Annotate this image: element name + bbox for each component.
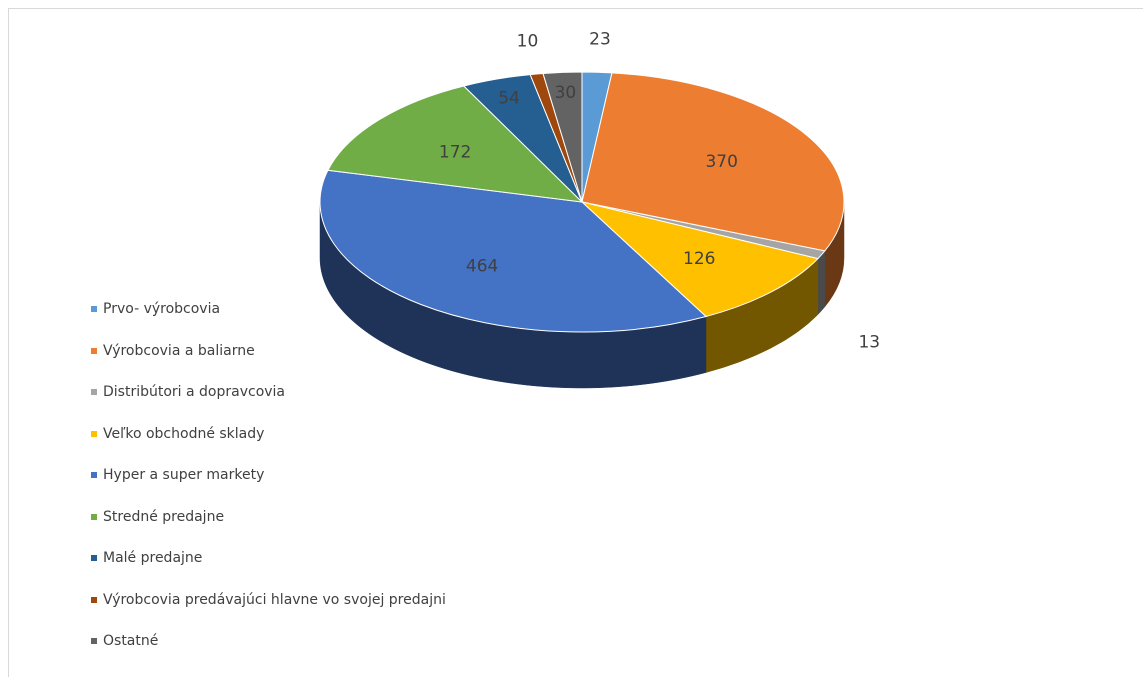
chart-area — [8, 8, 1143, 677]
legend-label: Ostatné — [103, 633, 159, 649]
legend-label: Veľko obchodné sklady — [103, 425, 265, 442]
pie-data-label: 172 — [439, 143, 471, 163]
pie-data-label: 23 — [589, 29, 611, 49]
legend-swatch — [91, 347, 97, 354]
legend-entry: Malé predajne — [91, 549, 446, 591]
legend-swatch — [91, 306, 97, 312]
pie-data-label: 30 — [555, 83, 577, 103]
legend-swatch — [91, 555, 97, 561]
pie-data-label: 370 — [705, 152, 737, 172]
pie-data-label: 126 — [683, 249, 715, 269]
pie-data-labels: 23 370 13 126 464 172 54 10 30 — [439, 29, 880, 352]
chart-legend: Prvo- výrobcovia Výrobcovia a baliarne D… — [91, 300, 446, 674]
pie-slice — [580, 201, 819, 318]
legend-entry: Hyper a super markety — [91, 466, 446, 508]
legend-swatch — [91, 513, 97, 520]
legend-swatch — [91, 472, 97, 478]
legend-label: Stredné predajne — [103, 508, 225, 525]
pie-tops — [319, 71, 845, 333]
pie-slice — [327, 85, 584, 203]
pie-slice — [542, 71, 583, 203]
pie-data-label: 13 — [858, 332, 880, 352]
pie-data-label: 54 — [498, 89, 520, 109]
legend-label: Výrobcovia a baliarne — [103, 342, 255, 359]
pie-slice — [581, 72, 845, 252]
legend-entry: Ostatné — [91, 632, 446, 674]
legend-swatch — [91, 389, 97, 395]
legend-entry: Veľko obchodné sklady — [91, 425, 446, 467]
legend-label: Výrobcovia predávajúci hlavne vo svojej … — [103, 591, 446, 608]
pie-data-label: 464 — [466, 257, 498, 277]
legend-swatch — [91, 430, 97, 437]
legend-entry: Výrobcovia predávajúci hlavne vo svojej … — [91, 591, 446, 633]
legend-label: Distribútori a dopravcovia — [103, 384, 286, 400]
legend-label: Prvo- výrobcovia — [103, 301, 221, 317]
legend-swatch — [91, 638, 97, 644]
pie-data-label: 10 — [517, 31, 539, 51]
legend-entry: Stredné predajne — [91, 508, 446, 550]
legend-label: Malé predajne — [103, 550, 203, 566]
legend-entry: Výrobcovia a baliarne — [91, 342, 446, 384]
pie-side-wall — [817, 250, 825, 316]
legend-entry: Prvo- výrobcovia — [91, 300, 446, 342]
legend-swatch — [91, 596, 97, 603]
legend-entry: Distribútori a dopravcovia — [91, 383, 446, 425]
pie-slice — [319, 169, 707, 333]
legend-label: Hyper a super markety — [103, 467, 265, 483]
